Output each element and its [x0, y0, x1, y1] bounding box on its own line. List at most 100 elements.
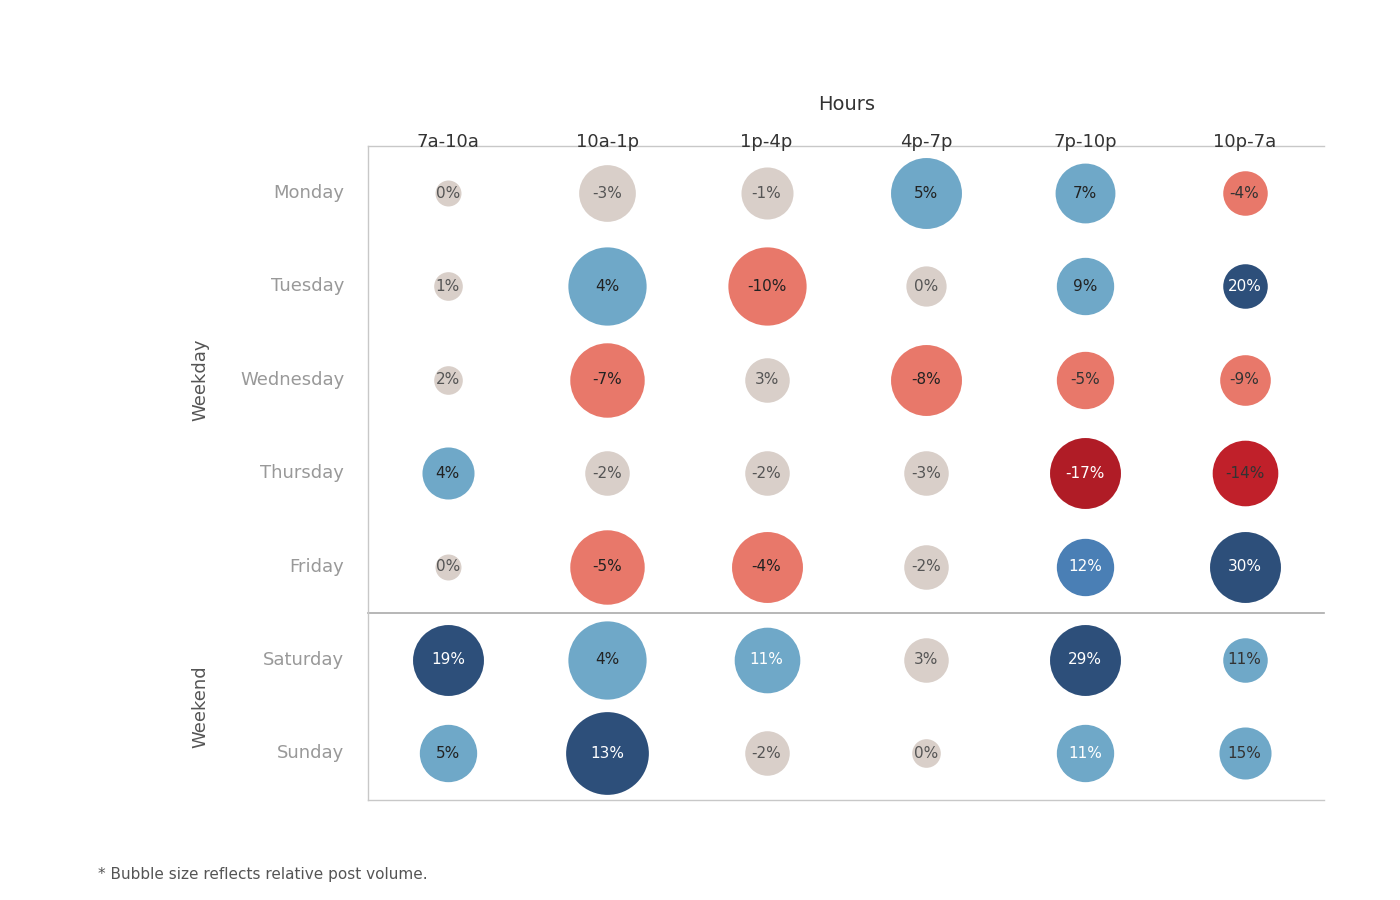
Text: 0%: 0%	[435, 185, 461, 201]
Point	[437, 186, 459, 201]
Text: 4p-7p: 4p-7p	[900, 132, 952, 150]
Text: 10a-1p: 10a-1p	[575, 132, 638, 150]
Text: 9%: 9%	[1072, 279, 1098, 294]
Text: -3%: -3%	[592, 185, 622, 201]
Point	[756, 186, 778, 201]
Point	[437, 746, 459, 760]
Text: 4%: 4%	[435, 465, 461, 481]
Text: Weekend: Weekend	[192, 665, 210, 748]
Point	[1074, 279, 1096, 293]
Text: * Bubble size reflects relative post volume.: * Bubble size reflects relative post vol…	[98, 867, 427, 882]
Text: 0%: 0%	[914, 746, 938, 760]
Point	[1233, 559, 1256, 574]
Text: 30%: 30%	[1228, 559, 1261, 574]
Text: 20%: 20%	[1228, 279, 1261, 294]
Text: 0%: 0%	[914, 279, 938, 294]
Text: 0%: 0%	[435, 559, 461, 574]
Text: -3%: -3%	[911, 465, 941, 481]
Point	[756, 746, 778, 760]
Point	[596, 559, 619, 574]
Text: 5%: 5%	[914, 185, 938, 201]
Text: -2%: -2%	[592, 465, 622, 481]
Text: Hours: Hours	[818, 94, 875, 113]
Point	[437, 466, 459, 481]
Text: 4%: 4%	[595, 652, 619, 668]
Text: -9%: -9%	[1229, 373, 1260, 387]
Text: 19%: 19%	[431, 652, 465, 668]
Text: -2%: -2%	[752, 465, 781, 481]
Text: -17%: -17%	[1065, 465, 1105, 481]
Point	[1233, 652, 1256, 667]
Point	[1233, 373, 1256, 387]
Text: -4%: -4%	[1229, 185, 1260, 201]
Text: 3%: 3%	[755, 373, 778, 387]
Text: 11%: 11%	[1068, 746, 1102, 760]
Point	[1233, 466, 1256, 481]
Text: Sunday: Sunday	[277, 744, 344, 762]
Text: 5%: 5%	[435, 746, 461, 760]
Point	[437, 559, 459, 574]
Text: -10%: -10%	[746, 279, 787, 294]
Text: Friday: Friday	[290, 557, 344, 576]
Point	[914, 559, 937, 574]
Text: 2%: 2%	[435, 373, 461, 387]
Point	[1074, 466, 1096, 481]
Text: -2%: -2%	[752, 746, 781, 760]
Point	[914, 186, 937, 201]
Point	[1233, 746, 1256, 760]
Text: 3%: 3%	[914, 652, 938, 668]
Point	[1074, 373, 1096, 387]
Point	[1074, 746, 1096, 760]
Point	[437, 279, 459, 293]
Point	[914, 279, 937, 293]
Point	[756, 466, 778, 481]
Point	[756, 652, 778, 667]
Text: Monday: Monday	[273, 184, 344, 202]
Text: -5%: -5%	[592, 559, 622, 574]
Text: 4%: 4%	[595, 279, 619, 294]
Text: 7a-10a: 7a-10a	[416, 132, 479, 150]
Text: 13%: 13%	[591, 746, 624, 760]
Text: 12%: 12%	[1068, 559, 1102, 574]
Text: 7p-10p: 7p-10p	[1053, 132, 1117, 150]
Point	[596, 746, 619, 760]
Point	[1233, 279, 1256, 293]
Text: 11%: 11%	[749, 652, 784, 668]
Point	[756, 559, 778, 574]
Point	[437, 652, 459, 667]
Point	[914, 373, 937, 387]
Point	[914, 652, 937, 667]
Point	[596, 186, 619, 201]
Point	[1074, 652, 1096, 667]
Text: 1p-4p: 1p-4p	[741, 132, 792, 150]
Text: 29%: 29%	[1068, 652, 1102, 668]
Point	[914, 466, 937, 481]
Point	[756, 373, 778, 387]
Text: 1%: 1%	[435, 279, 461, 294]
Text: Saturday: Saturday	[263, 651, 344, 669]
Text: -4%: -4%	[752, 559, 781, 574]
Text: Thursday: Thursday	[260, 464, 344, 482]
Text: -1%: -1%	[752, 185, 781, 201]
Point	[1233, 186, 1256, 201]
Text: -14%: -14%	[1225, 465, 1264, 481]
Text: 10p-7a: 10p-7a	[1212, 132, 1277, 150]
Text: 11%: 11%	[1228, 652, 1261, 668]
Point	[596, 279, 619, 293]
Text: -7%: -7%	[592, 373, 622, 387]
Point	[596, 652, 619, 667]
Text: 15%: 15%	[1228, 746, 1261, 760]
Text: Weekday: Weekday	[192, 338, 210, 421]
Text: 7%: 7%	[1072, 185, 1098, 201]
Text: -5%: -5%	[1071, 373, 1100, 387]
Point	[596, 466, 619, 481]
Text: Wednesday: Wednesday	[239, 371, 344, 389]
Point	[596, 373, 619, 387]
Point	[756, 279, 778, 293]
Point	[1074, 559, 1096, 574]
Text: Tuesday: Tuesday	[270, 277, 344, 295]
Point	[914, 746, 937, 760]
Text: -8%: -8%	[911, 373, 941, 387]
Point	[437, 373, 459, 387]
Text: -2%: -2%	[911, 559, 941, 574]
